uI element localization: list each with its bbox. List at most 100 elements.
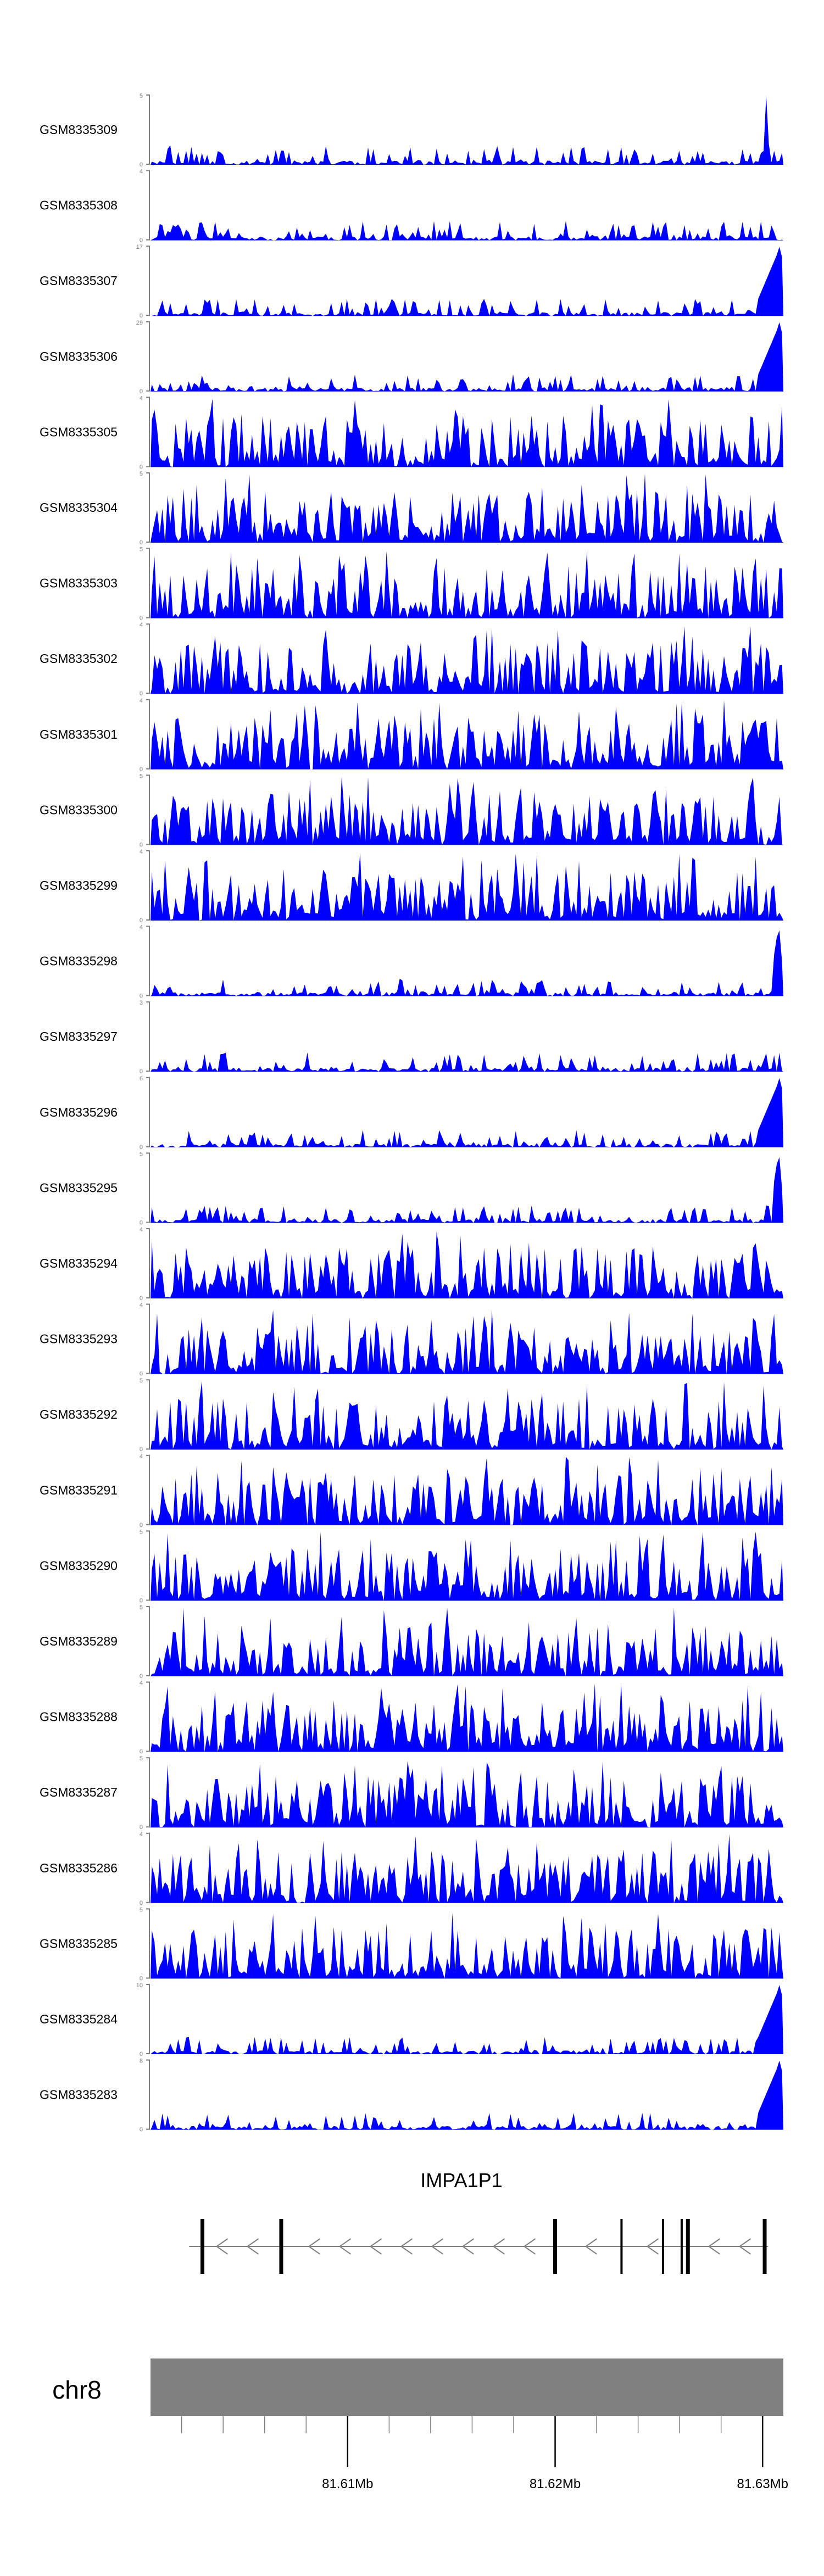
track-GSM8335299: GSM8335299 4 0: [40, 849, 783, 924]
track-GSM8335293: GSM8335293 4 0: [40, 1302, 783, 1378]
track-label: GSM8335309: [40, 122, 118, 137]
track-GSM8335296: GSM8335296 6 0: [40, 1075, 783, 1151]
track-GSM8335287: GSM8335287 5 0: [40, 1755, 783, 1831]
y-min-label: 0: [140, 2127, 143, 2133]
track-label: GSM8335301: [40, 727, 118, 741]
track-label: GSM8335287: [40, 1785, 118, 1799]
track-label: GSM8335291: [40, 1483, 118, 1497]
gene-track: IMPA1P1: [189, 2169, 769, 2274]
track-GSM8335306: GSM8335306 29 0: [40, 320, 783, 395]
y-min-label: 0: [140, 1900, 143, 1906]
y-max-label: 4: [140, 169, 143, 175]
strand-chevron: [708, 2238, 720, 2255]
y-max-label: 5: [140, 1378, 143, 1384]
y-min-label: 0: [140, 161, 143, 168]
coverage-area: [151, 852, 783, 921]
strand-chevron: [246, 2238, 259, 2255]
coverage-area: [151, 1052, 783, 1072]
coverage-area: [151, 221, 783, 241]
track-GSM8335285: GSM8335285 5 0: [40, 1906, 783, 1982]
coverage-area: [151, 1457, 783, 1525]
y-min-label: 0: [140, 766, 143, 773]
y-min-label: 0: [140, 993, 143, 1000]
track-GSM8335295: GSM8335295 5 0: [40, 1151, 783, 1226]
y-max-label: 29: [136, 320, 143, 326]
track-GSM8335300: GSM8335300 5 0: [40, 773, 783, 848]
y-max-label: 5: [140, 1604, 143, 1611]
y-max-label: 5: [140, 1906, 143, 1913]
track-GSM8335308: GSM8335308 4 0: [40, 169, 783, 244]
track-label: GSM8335290: [40, 1558, 118, 1573]
track-label: GSM8335304: [40, 500, 118, 515]
y-min-label: 0: [140, 313, 143, 319]
coverage-area: [151, 776, 783, 845]
major-tick-label: 81.62Mb: [530, 2477, 581, 2491]
genome-axis: 81.61Mb 81.62Mb 81.63Mb: [181, 2416, 788, 2491]
coverage-area: [151, 322, 783, 392]
strand-chevron: [431, 2238, 443, 2255]
y-max-label: 4: [140, 1302, 143, 1309]
y-min-label: 0: [140, 1295, 143, 1302]
track-label: GSM8335292: [40, 1407, 118, 1421]
y-min-label: 0: [140, 388, 143, 395]
y-min-label: 0: [140, 1068, 143, 1075]
coverage-area: [151, 247, 783, 316]
track-GSM8335288: GSM8335288 4 0: [40, 1680, 783, 1755]
strand-chevron: [523, 2238, 536, 2255]
y-max-label: 5: [140, 547, 143, 553]
track-GSM8335301: GSM8335301 4 0: [40, 698, 783, 773]
track-GSM8335304: GSM8335304 5 0: [40, 471, 783, 546]
strand-chevron: [338, 2238, 351, 2255]
track-label: GSM8335297: [40, 1029, 118, 1044]
strand-chevron: [308, 2238, 320, 2255]
y-min-label: 0: [140, 1371, 143, 1378]
y-min-label: 0: [140, 1144, 143, 1151]
coverage-area: [151, 930, 783, 996]
coverage-area: [151, 626, 783, 694]
y-min-label: 0: [140, 1219, 143, 1226]
track-GSM8335298: GSM8335298 4 0: [40, 924, 783, 1000]
track-GSM8335309: GSM8335309 5 0: [40, 93, 783, 168]
track-label: GSM8335294: [40, 1256, 118, 1270]
y-max-label: 4: [140, 924, 143, 931]
track-GSM8335294: GSM8335294 4 0: [40, 1226, 783, 1302]
coverage-area: [151, 1683, 783, 1752]
strand-chevron: [646, 2238, 659, 2255]
coverage-area: [151, 1309, 783, 1374]
coverage-area: [151, 1833, 783, 1903]
track-label: GSM8335295: [40, 1180, 118, 1195]
track-GSM8335305: GSM8335305 4 0: [40, 395, 783, 470]
y-min-label: 0: [140, 237, 143, 244]
track-label: GSM8335307: [40, 274, 118, 288]
coverage-area: [151, 1761, 783, 1828]
y-min-label: 0: [140, 1522, 143, 1529]
track-GSM8335297: GSM8335297 3 0: [40, 1000, 783, 1075]
track-label: GSM8335284: [40, 2012, 118, 2026]
coverage-tracks: GSM833530950GSM833530840GSM8335307170GSM…: [40, 93, 783, 2133]
track-label: GSM8335308: [40, 198, 118, 213]
coverage-area: [151, 1231, 783, 1298]
track-GSM8335292: GSM8335292 5 0: [40, 1378, 783, 1453]
track-GSM8335289: GSM8335289 5 0: [40, 1604, 783, 1680]
y-max-label: 4: [140, 698, 143, 704]
y-max-label: 17: [136, 244, 143, 250]
track-label: GSM8335296: [40, 1105, 118, 1119]
coverage-area: [151, 2060, 783, 2130]
y-min-label: 0: [140, 841, 143, 848]
track-GSM8335307: GSM8335307 17 0: [40, 244, 783, 319]
strand-chevron: [369, 2238, 382, 2255]
y-min-label: 0: [140, 464, 143, 470]
track-GSM8335302: GSM8335302 4 0: [40, 622, 783, 697]
chromosome-label: chr8: [52, 2376, 101, 2404]
track-label: GSM8335285: [40, 1936, 118, 1950]
y-min-label: 0: [140, 917, 143, 924]
gene-model: [189, 2219, 769, 2274]
coverage-area: [151, 1531, 783, 1601]
coverage-area: [151, 1608, 783, 1676]
y-max-label: 4: [140, 622, 143, 628]
coverage-area: [151, 700, 783, 770]
coverage-area: [151, 473, 783, 543]
track-label: GSM8335303: [40, 576, 118, 590]
track-label: GSM8335298: [40, 954, 118, 968]
track-label: GSM8335299: [40, 878, 118, 893]
